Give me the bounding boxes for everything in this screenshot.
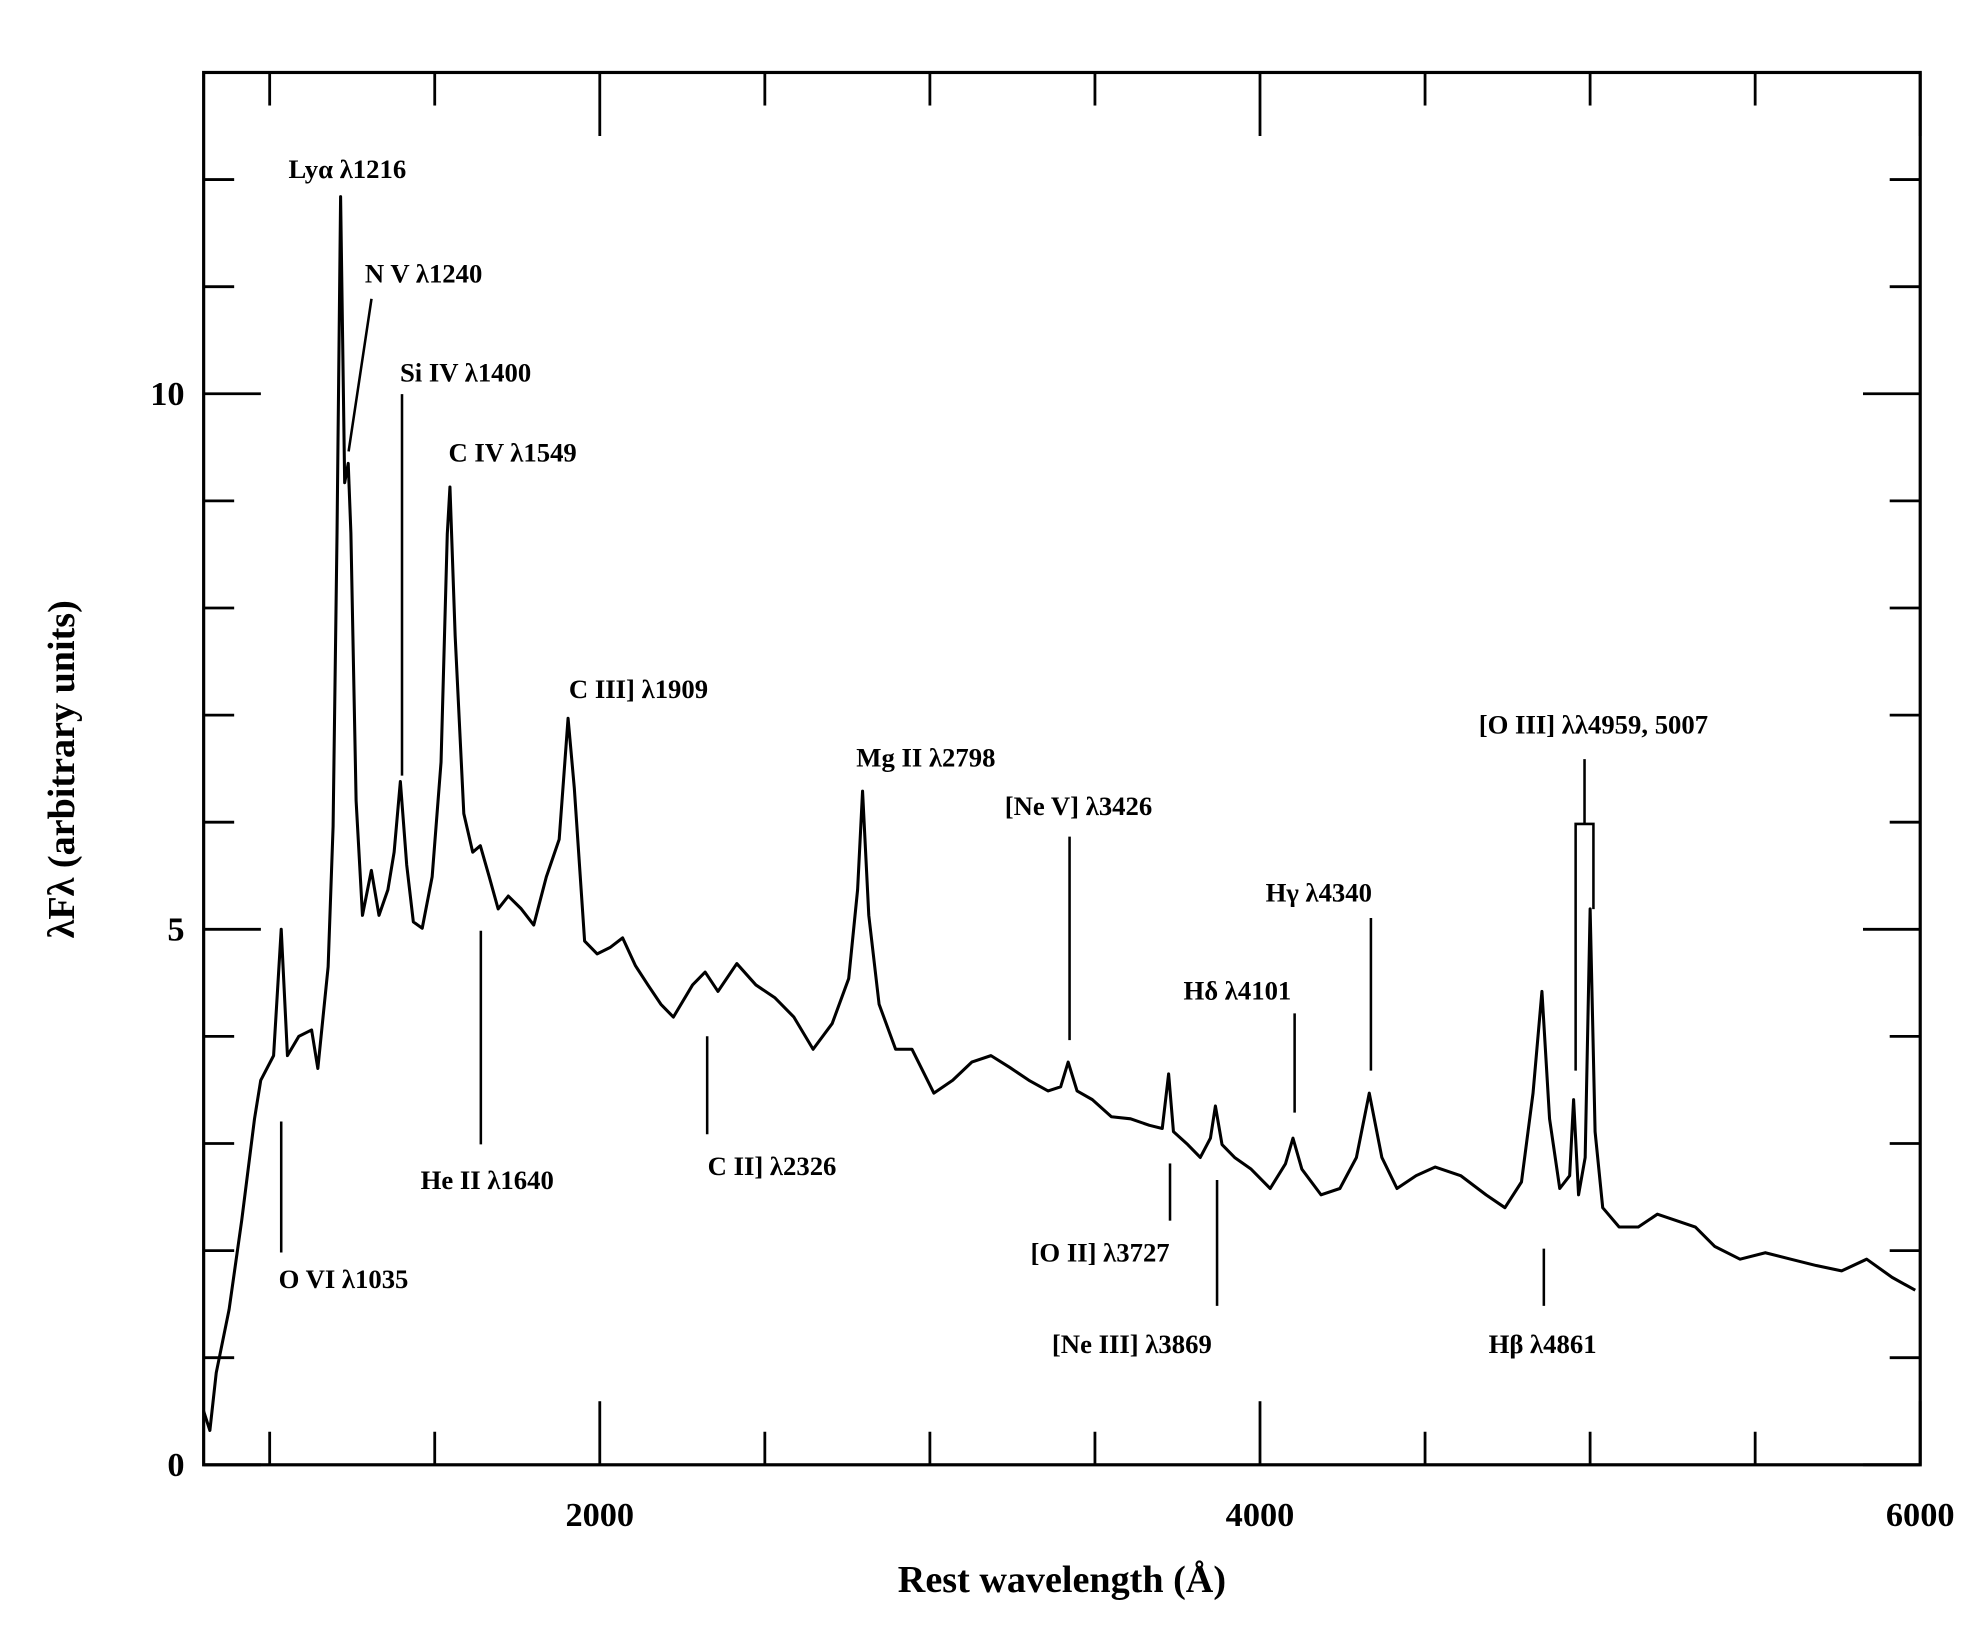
- y-tick-label: 10: [150, 375, 184, 413]
- line-label: Hδ λ4101: [1184, 975, 1292, 1005]
- line-label: C III] λ1909: [569, 674, 708, 704]
- y-tick-label: 0: [167, 1446, 184, 1484]
- line-label: [Ne III] λ3869: [1052, 1329, 1212, 1359]
- line-label: Mg II λ2798: [856, 743, 995, 773]
- line-label: [O II] λ3727: [1031, 1237, 1170, 1267]
- x-tick-label: 4000: [1226, 1496, 1295, 1534]
- x-axis-label: Rest wavelength (Å): [898, 1559, 1226, 1601]
- x-tick-label: 6000: [1886, 1496, 1955, 1534]
- y-tick-label: 5: [167, 911, 184, 949]
- spectrum-line: [202, 195, 1916, 1432]
- x-tick-label: 2000: [565, 1496, 634, 1534]
- line-label: Hγ λ4340: [1266, 878, 1372, 908]
- line-label: C IV λ1549: [448, 438, 576, 468]
- plot-frame: [202, 70, 1922, 1467]
- line-label: He II λ1640: [421, 1165, 554, 1195]
- line-label: [Ne V] λ3426: [1005, 791, 1153, 821]
- line-label: Lyα λ1216: [288, 154, 406, 184]
- line-label: Hβ λ4861: [1489, 1329, 1597, 1359]
- line-label: C II] λ2326: [708, 1151, 837, 1181]
- line-label: [O III] λλ4959, 5007: [1479, 710, 1708, 740]
- label-pointer: [347, 298, 373, 452]
- line-label: Si IV λ1400: [400, 357, 531, 387]
- y-axis-label: λFλ (arbitrary units): [41, 600, 83, 938]
- line-label: O VI λ1035: [279, 1264, 409, 1294]
- line-label: N V λ1240: [365, 258, 482, 288]
